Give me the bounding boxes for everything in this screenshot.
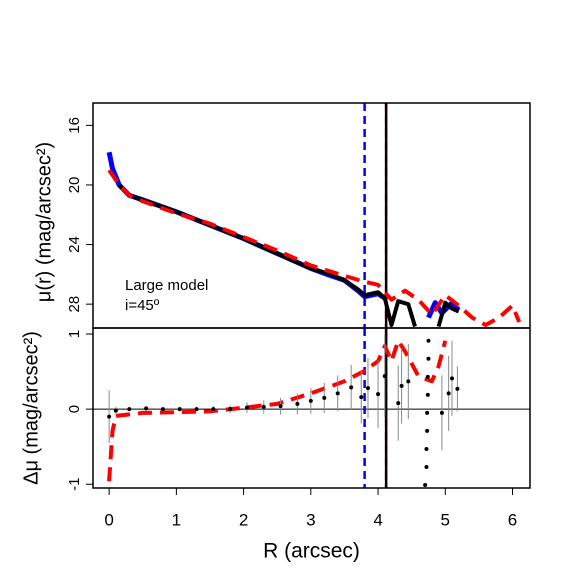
series-line [107,168,522,327]
data-point [425,410,430,415]
series-line [107,338,448,482]
data-point [425,374,430,379]
data-point [308,398,313,403]
data-point [177,407,182,412]
data-point [295,401,300,406]
y-tick-label: 20 [66,177,83,194]
data-point [450,376,455,381]
x-tick-label: 3 [306,510,315,529]
data-point [359,395,364,400]
y-axis-label: Δμ (mag/arcsec²) [20,331,42,485]
data-point [113,408,118,413]
data-point [322,395,327,400]
data-point [228,407,233,412]
data-point [425,428,430,433]
y-tick-label: 16 [66,117,83,134]
y-tick-label: 28 [66,296,83,313]
data-point [382,374,387,379]
data-point [261,404,266,409]
data-point [365,386,370,391]
x-tick-label: 4 [373,510,382,529]
data-point [144,406,149,411]
data-point [423,482,428,487]
data-point [107,414,112,419]
data-point [406,379,411,384]
x-tick-label: 6 [508,510,517,529]
plot-frame [92,327,531,489]
data-point [211,407,216,412]
data-point [194,407,199,412]
data-point [399,383,404,388]
series-line [117,183,460,328]
x-tick-label: 5 [441,510,450,529]
data-point [335,391,340,396]
annotation: Large model [125,277,208,294]
data-point [349,385,354,390]
annotation: i=45º [125,297,160,314]
x-tick-label: 1 [172,510,181,529]
data-point [426,356,431,361]
x-axis-label: R (arcsec) [263,540,360,563]
data-point [424,446,429,451]
data-point [376,392,381,397]
data-point [244,405,249,410]
data-point [127,407,132,412]
y-tick-label: 0 [66,405,83,413]
data-point [446,391,451,396]
data-point [160,407,165,412]
y-tick-label: 1 [66,330,83,338]
data-point [455,386,460,391]
x-tick-label: 0 [104,510,113,529]
data-point [396,401,401,406]
y-axis-label: μ(r) (mag/arcsec²) [33,142,55,302]
data-point [439,410,444,415]
data-point [426,338,431,343]
y-tick-label: -1 [66,478,83,491]
x-tick-label: 2 [239,510,248,529]
y-tick-label: 24 [66,236,83,253]
data-point [278,404,283,409]
data-point [425,392,430,397]
plot-frame [92,102,531,329]
data-point [424,464,429,469]
